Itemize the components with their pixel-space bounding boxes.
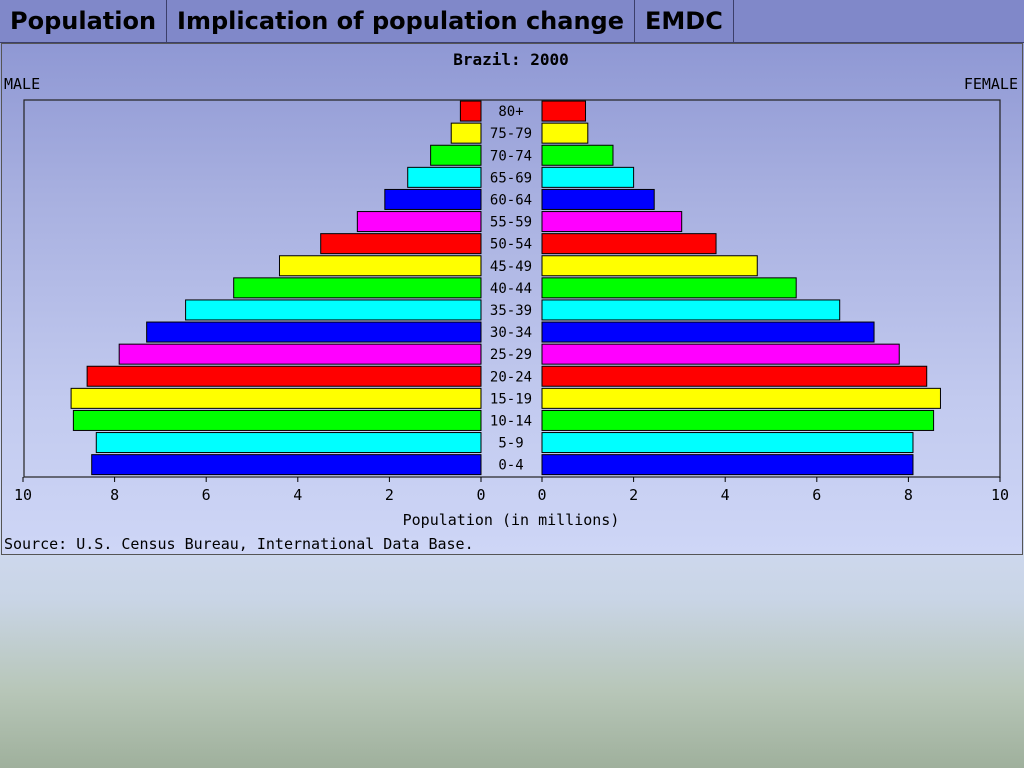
female-bar-45-49 [541, 255, 758, 277]
age-group-label: 0-4 [498, 458, 523, 474]
female-tick-label-4: 4 [721, 486, 730, 504]
female-tick-label-0: 0 [537, 486, 546, 504]
age-group-label: 20-24 [490, 369, 532, 385]
female-tick-label-2: 2 [629, 486, 638, 504]
female-bar-20-24 [541, 365, 928, 387]
male-tick-label-6: 6 [202, 486, 211, 504]
chart-title: Brazil: 2000 [453, 50, 569, 69]
female-tick-label-8: 8 [904, 486, 913, 504]
female-tick-label-6: 6 [812, 486, 821, 504]
female-bar-70-74 [541, 144, 614, 166]
female-bar-30-34 [541, 321, 875, 343]
female-bar-35-39 [541, 299, 841, 321]
male-bar-55-59 [356, 211, 482, 233]
male-bar-10-14 [72, 409, 482, 431]
male-tick-label-8: 8 [110, 486, 119, 504]
tab-population[interactable]: Population [0, 0, 168, 42]
male-label: MALE [4, 75, 40, 93]
female-bar-75-79 [541, 122, 589, 144]
male-bar-25-29 [118, 343, 482, 365]
male-bar-0-4 [91, 454, 482, 476]
tab-bar: Population Implication of population cha… [0, 0, 1024, 43]
female-bar-40-44 [541, 277, 797, 299]
age-group-label: 40-44 [490, 281, 532, 297]
male-bar-75-79 [450, 122, 482, 144]
age-group-label: 70-74 [490, 148, 532, 164]
female-bar-5-9 [541, 432, 914, 454]
male-tick-label-4: 4 [293, 486, 302, 504]
female-bar-55-59 [541, 211, 683, 233]
age-group-label: 75-79 [490, 126, 532, 142]
female-label: FEMALE [964, 75, 1018, 93]
age-group-label: 30-34 [490, 325, 532, 341]
male-bar-65-69 [407, 166, 482, 188]
age-group-label: 25-29 [490, 347, 532, 363]
female-bar-80+ [541, 100, 587, 122]
female-bar-60-64 [541, 188, 655, 210]
male-bar-30-34 [146, 321, 482, 343]
plot-frame [23, 99, 1001, 478]
age-group-label: 65-69 [490, 170, 532, 186]
male-tick-label-0: 0 [476, 486, 485, 504]
male-bar-15-19 [70, 387, 482, 409]
male-bar-80+ [459, 100, 482, 122]
age-labels-group: 0-4 5-9 10-14 15-19 20-24 25-29 30-34 35-39 40-4… [490, 104, 532, 474]
female-bar-65-69 [541, 166, 635, 188]
bars-group [70, 100, 941, 476]
tab-implication-of-population-change[interactable]: Implication of population change [167, 0, 635, 42]
female-bar-15-19 [541, 387, 941, 409]
x-axis-group: 0 0 2 2 4 4 6 6 8 8 10 10 [14, 477, 1009, 504]
population-pyramid-chart: Brazil: 2000 MALE FEMALE 0-4 5-9 10-14 15-1… [1, 43, 1023, 555]
tab-bar-empty-space [734, 0, 1024, 42]
female-bar-50-54 [541, 233, 717, 255]
female-tick-label-10: 10 [991, 486, 1009, 504]
male-bar-50-54 [320, 233, 482, 255]
age-group-label: 5-9 [498, 436, 523, 452]
male-tick-label-2: 2 [385, 486, 394, 504]
female-bar-0-4 [541, 454, 914, 476]
male-bar-45-49 [278, 255, 482, 277]
pyramid-svg: Brazil: 2000 MALE FEMALE 0-4 5-9 10-14 15-1… [4, 50, 1018, 553]
age-group-label: 60-64 [490, 192, 532, 208]
female-bar-25-29 [541, 343, 900, 365]
x-axis-label: Population (in millions) [403, 511, 620, 529]
male-tick-label-10: 10 [14, 486, 32, 504]
tab-emdc[interactable]: EMDC [635, 0, 734, 42]
male-bar-60-64 [384, 188, 482, 210]
age-group-label: 80+ [498, 104, 523, 120]
age-group-label: 15-19 [490, 391, 532, 407]
source-note: Source: U.S. Census Bureau, Internationa… [4, 535, 474, 553]
age-group-label: 50-54 [490, 237, 532, 253]
age-group-label: 55-59 [490, 215, 532, 231]
male-bar-35-39 [185, 299, 482, 321]
male-bar-40-44 [233, 277, 482, 299]
age-group-label: 10-14 [490, 413, 532, 429]
age-group-label: 35-39 [490, 303, 532, 319]
male-bar-70-74 [430, 144, 482, 166]
female-bar-10-14 [541, 409, 935, 431]
male-bar-20-24 [86, 365, 482, 387]
age-group-label: 45-49 [490, 259, 532, 275]
male-bar-5-9 [95, 432, 482, 454]
